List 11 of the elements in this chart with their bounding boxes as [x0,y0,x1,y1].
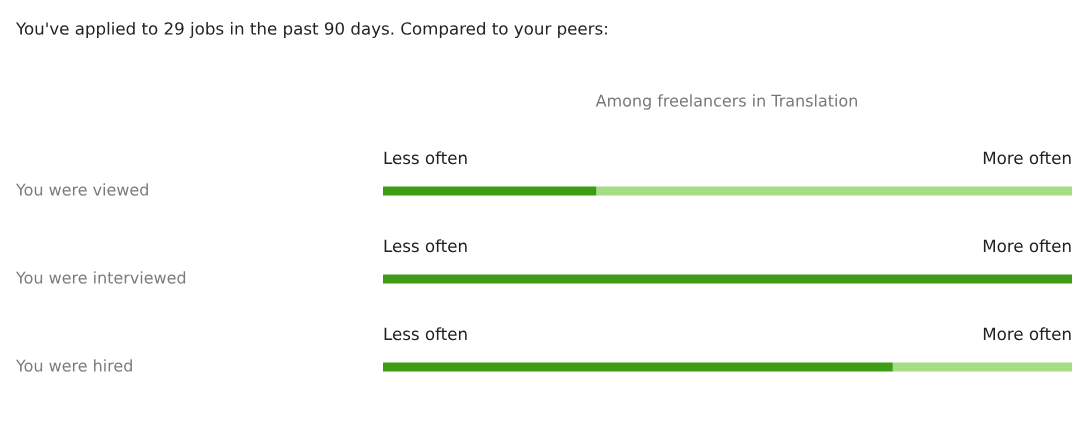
annotation: More often [983,327,1071,341]
y-tick-label: You were viewed [15,183,148,196]
annotation: Less often [384,327,467,341]
annotation: More often [983,151,1071,165]
annotation: Less often [384,151,467,165]
annotation: Less often [384,239,467,253]
chart-subtitle: Among freelancers in Translation [595,94,857,110]
y-tick-label: You were interviewed [15,271,186,284]
chart-title: You've applied to 29 jobs in the past 90 days. Compared to your peers: [15,21,607,39]
y-tick-label: You were hired [15,359,132,372]
annotation: More often [983,239,1071,253]
